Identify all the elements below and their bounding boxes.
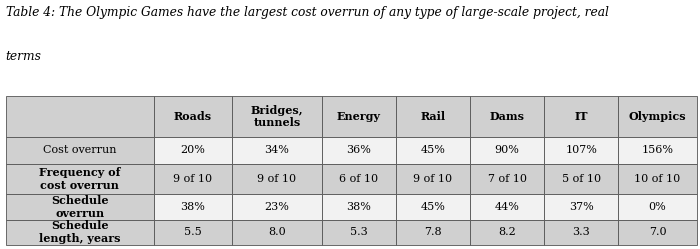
Text: 44%: 44% <box>495 202 519 212</box>
Text: Olympics: Olympics <box>629 111 686 122</box>
Text: 36%: 36% <box>346 145 371 155</box>
Text: 9 of 10: 9 of 10 <box>258 174 296 184</box>
Text: IT: IT <box>575 111 588 122</box>
Text: 5 of 10: 5 of 10 <box>562 174 601 184</box>
Text: 3.3: 3.3 <box>573 227 590 237</box>
Text: 6 of 10: 6 of 10 <box>340 174 379 184</box>
Text: Table 4: The Olympic Games have the largest cost overrun of any type of large-sc: Table 4: The Olympic Games have the larg… <box>6 6 608 19</box>
Text: Dams: Dams <box>490 111 525 122</box>
Text: Energy: Energy <box>337 111 381 122</box>
Text: 8.0: 8.0 <box>268 227 286 237</box>
Text: Schedule
length, years: Schedule length, years <box>39 220 120 244</box>
Text: Cost overrun: Cost overrun <box>43 145 116 155</box>
Text: 45%: 45% <box>421 145 445 155</box>
Text: 5.5: 5.5 <box>184 227 202 237</box>
Text: 107%: 107% <box>566 145 597 155</box>
Text: Frequency of
cost overrun: Frequency of cost overrun <box>39 167 120 190</box>
Text: 7 of 10: 7 of 10 <box>488 174 526 184</box>
Text: 45%: 45% <box>421 202 445 212</box>
Text: 10 of 10: 10 of 10 <box>634 174 680 184</box>
Text: 38%: 38% <box>346 202 371 212</box>
Text: 23%: 23% <box>265 202 289 212</box>
Text: 7.0: 7.0 <box>649 227 666 237</box>
Text: 38%: 38% <box>181 202 205 212</box>
Text: 37%: 37% <box>569 202 594 212</box>
Text: Bridges,
tunnels: Bridges, tunnels <box>251 105 303 128</box>
Text: Schedule
overrun: Schedule overrun <box>51 195 108 219</box>
Text: Rail: Rail <box>421 111 446 122</box>
Text: 90%: 90% <box>495 145 519 155</box>
Text: 20%: 20% <box>181 145 205 155</box>
Text: 9 of 10: 9 of 10 <box>414 174 453 184</box>
Text: Roads: Roads <box>174 111 212 122</box>
Text: 34%: 34% <box>265 145 289 155</box>
Text: 156%: 156% <box>641 145 673 155</box>
Text: 0%: 0% <box>649 202 666 212</box>
Text: 9 of 10: 9 of 10 <box>174 174 213 184</box>
Text: 5.3: 5.3 <box>350 227 368 237</box>
Text: 8.2: 8.2 <box>498 227 516 237</box>
Text: terms: terms <box>6 50 41 63</box>
Text: 7.8: 7.8 <box>424 227 442 237</box>
